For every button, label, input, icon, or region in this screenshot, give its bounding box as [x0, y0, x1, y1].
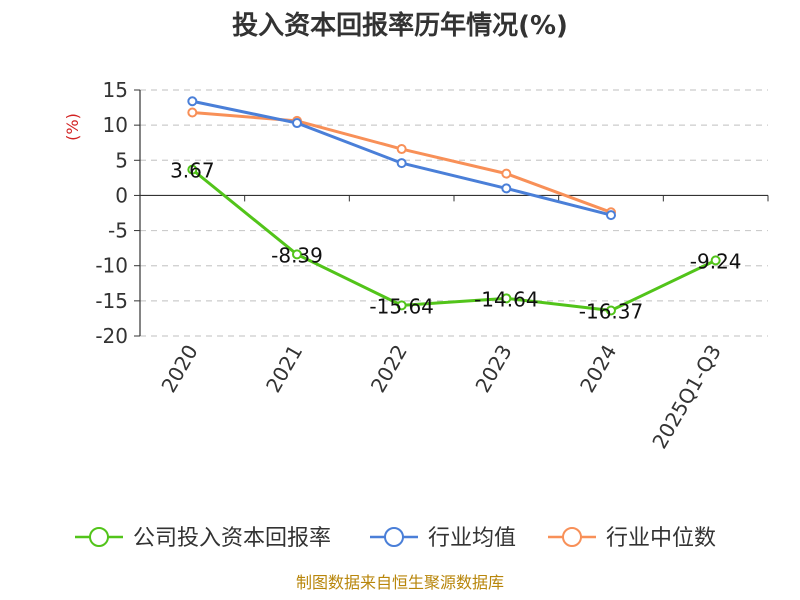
- data-point: [501, 168, 512, 179]
- y-tick-label: -20: [95, 324, 128, 348]
- data-label: -14.64: [474, 287, 538, 311]
- data-label: -15.64: [369, 294, 433, 318]
- data-point: [396, 144, 407, 155]
- data-point: [187, 164, 198, 175]
- y-tick-label: 0: [115, 183, 128, 207]
- x-tick-label: 2020: [156, 341, 202, 397]
- data-label: -16.37: [579, 299, 643, 323]
- x-tick-label: 2025Q1-Q3: [647, 341, 726, 453]
- data-point: [187, 107, 198, 118]
- data-point: [187, 96, 198, 107]
- data-point: [396, 300, 407, 311]
- y-tick-labels: 15 10 5 0 -5 -10 -15 -20: [95, 78, 128, 348]
- legend-label: 公司投入资本回报率: [133, 526, 331, 551]
- data-point: [501, 183, 512, 194]
- data-point: [501, 293, 512, 304]
- data-label: -8.39: [271, 243, 323, 267]
- chart-title: 投入资本回报率历年情况(%): [232, 10, 568, 41]
- x-tick-label: 2023: [470, 341, 516, 397]
- source-note: 制图数据来自恒生聚源数据库: [296, 573, 504, 592]
- x-tick-label: 2022: [366, 341, 412, 397]
- series-line: [191, 168, 717, 312]
- data-point: [606, 305, 616, 316]
- y-tick-label: -15: [95, 289, 128, 313]
- data-labels: 3.67 -8.39 -15.64 -14.64 -16.37 -9.24: [170, 159, 741, 324]
- data-label: -9.24: [690, 249, 742, 273]
- data-point: [396, 158, 407, 169]
- legend[interactable]: 公司投入资本回报率 行业均值 行业中位数: [75, 526, 716, 551]
- y-tick-label: 15: [103, 78, 128, 102]
- x-tick-label: 2021: [261, 341, 307, 397]
- y-tick-label: 10: [103, 113, 128, 137]
- legend-item[interactable]: 公司投入资本回报率: [75, 526, 331, 551]
- legend-marker-icon: [384, 527, 404, 547]
- data-point: [292, 118, 302, 129]
- data-point: [606, 210, 616, 221]
- x-tick-labels: 2020 2021 2022 2023 2024 2025Q1-Q3: [156, 341, 726, 453]
- grid-lines: [140, 89, 768, 337]
- y-axis-unit-label: (%): [63, 113, 82, 141]
- legend-marker-icon: [89, 527, 109, 547]
- legend-marker-icon: [562, 527, 582, 547]
- axes: [134, 89, 769, 337]
- x-tick-label: 2024: [575, 341, 621, 397]
- legend-item[interactable]: 行业中位数: [548, 526, 716, 551]
- legend-label: 行业均值: [428, 526, 516, 551]
- data-point: [292, 249, 302, 260]
- legend-item[interactable]: 行业均值: [370, 526, 516, 551]
- data-label: 3.67: [170, 159, 215, 183]
- y-tick-label: 5: [115, 148, 128, 172]
- y-tick-label: -10: [95, 254, 128, 278]
- data-point: [710, 255, 721, 266]
- legend-label: 行业中位数: [606, 526, 716, 551]
- series-lines: [187, 96, 721, 316]
- y-tick-label: -5: [108, 219, 128, 243]
